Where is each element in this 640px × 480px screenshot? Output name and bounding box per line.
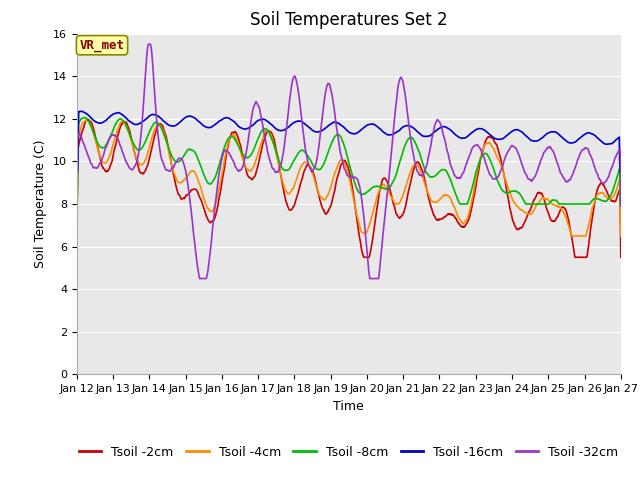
Tsoil -8cm — [553, 198, 561, 204]
Tsoil -4cm — [255, 147, 263, 153]
Tsoil -2cm — [195, 191, 202, 196]
Tsoil -4cm — [505, 186, 513, 192]
Text: VR_met: VR_met — [79, 39, 125, 52]
Tsoil -16cm — [553, 130, 561, 135]
Tsoil -4cm — [195, 178, 202, 183]
Tsoil -32cm — [181, 165, 189, 171]
Line: Tsoil -4cm: Tsoil -4cm — [77, 120, 621, 236]
Tsoil -16cm — [77, 108, 85, 114]
Tsoil -8cm — [617, 201, 625, 207]
Tsoil -8cm — [181, 151, 189, 157]
Tsoil -2cm — [505, 199, 513, 205]
Title: Soil Temperatures Set 2: Soil Temperatures Set 2 — [250, 11, 447, 29]
Tsoil -4cm — [617, 233, 625, 239]
Tsoil -2cm — [434, 216, 442, 222]
Tsoil -16cm — [181, 115, 189, 120]
Legend: Tsoil -2cm, Tsoil -4cm, Tsoil -8cm, Tsoil -16cm, Tsoil -32cm: Tsoil -2cm, Tsoil -4cm, Tsoil -8cm, Tsoi… — [74, 441, 623, 464]
Tsoil -8cm — [195, 156, 202, 162]
Line: Tsoil -2cm: Tsoil -2cm — [77, 120, 621, 257]
Line: Tsoil -16cm: Tsoil -16cm — [77, 111, 621, 172]
Tsoil -2cm — [617, 254, 625, 260]
Tsoil -2cm — [83, 117, 90, 122]
Tsoil -2cm — [360, 254, 367, 260]
Tsoil -8cm — [73, 201, 81, 207]
Tsoil -32cm — [73, 251, 81, 257]
Tsoil -4cm — [181, 176, 189, 182]
Line: Tsoil -32cm: Tsoil -32cm — [77, 44, 621, 278]
Tsoil -2cm — [255, 158, 263, 164]
Tsoil -4cm — [73, 233, 81, 239]
Tsoil -16cm — [73, 169, 81, 175]
Tsoil -2cm — [73, 238, 81, 243]
Tsoil -8cm — [434, 170, 442, 176]
Tsoil -8cm — [505, 190, 513, 196]
Tsoil -4cm — [434, 199, 442, 204]
Tsoil -8cm — [81, 115, 88, 120]
Tsoil -4cm — [83, 117, 90, 123]
Tsoil -4cm — [553, 203, 561, 208]
Tsoil -16cm — [434, 127, 442, 132]
Tsoil -8cm — [255, 133, 263, 139]
X-axis label: Time: Time — [333, 400, 364, 413]
Tsoil -2cm — [553, 215, 561, 221]
Tsoil -32cm — [145, 41, 152, 47]
Tsoil -32cm — [434, 117, 442, 123]
Tsoil -32cm — [195, 268, 202, 274]
Tsoil -32cm — [255, 105, 263, 111]
Tsoil -32cm — [505, 147, 513, 153]
Tsoil -32cm — [617, 203, 625, 209]
Tsoil -2cm — [181, 195, 189, 201]
Tsoil -16cm — [255, 117, 263, 123]
Line: Tsoil -8cm: Tsoil -8cm — [77, 118, 621, 204]
Tsoil -16cm — [195, 118, 202, 124]
Tsoil -16cm — [617, 169, 625, 175]
Tsoil -16cm — [505, 131, 513, 137]
Tsoil -32cm — [553, 159, 561, 165]
Tsoil -32cm — [196, 276, 204, 281]
Y-axis label: Soil Temperature (C): Soil Temperature (C) — [35, 140, 47, 268]
